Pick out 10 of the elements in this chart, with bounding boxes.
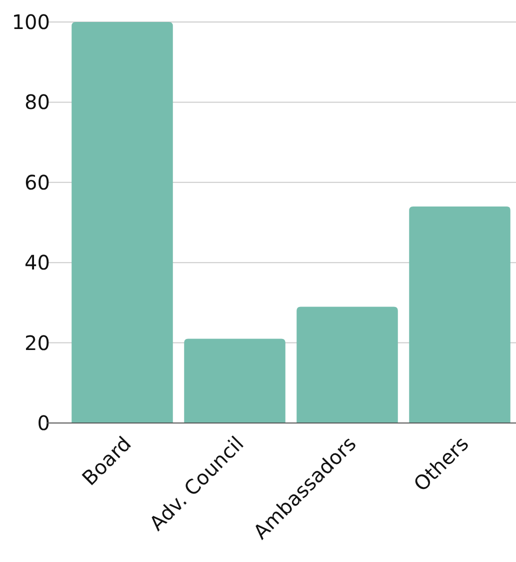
- y-tick-label: 80: [24, 90, 50, 114]
- bar: [184, 338, 286, 423]
- bar: [296, 306, 398, 423]
- bar: [409, 206, 510, 423]
- bar: [72, 22, 173, 423]
- y-tick-label: 20: [24, 330, 50, 355]
- y-tick-label: 100: [12, 10, 50, 34]
- y-tick-label: 0: [37, 411, 50, 435]
- y-tick-label: 60: [24, 170, 50, 194]
- y-tick-label: 40: [24, 250, 50, 275]
